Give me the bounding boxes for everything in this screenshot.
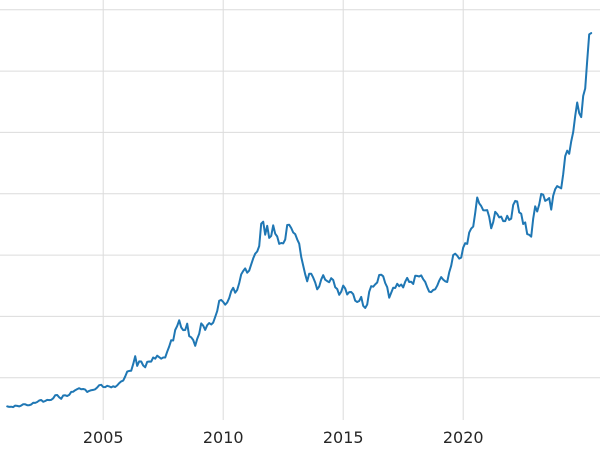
x-tick-label: 2010 [203, 428, 244, 447]
price-series-line [6, 32, 593, 409]
x-tick-label: 2015 [323, 428, 364, 447]
x-axis-tick-labels: 2005 2010 2015 2020 [83, 428, 484, 447]
chart-gridlines [0, 0, 600, 420]
x-tick-label: 2005 [83, 428, 124, 447]
x-tick-label: 2020 [443, 428, 484, 447]
